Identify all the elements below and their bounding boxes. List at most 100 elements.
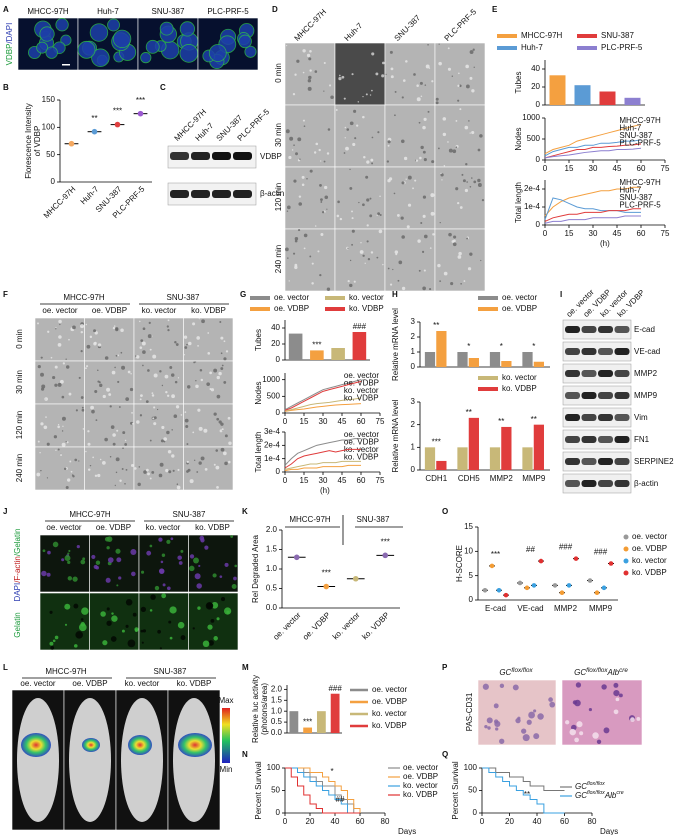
x-tick-label: 0 [283, 417, 288, 426]
legend-swatch [478, 387, 498, 391]
x-tick-label: oe. VDBP [301, 611, 332, 642]
series-label: MHCC-97H [619, 116, 661, 125]
micrograph-texture [197, 345, 199, 347]
series-line [544, 208, 641, 222]
micrograph-texture [189, 479, 194, 484]
micrograph-texture [288, 155, 292, 160]
series-line [284, 460, 361, 470]
micrograph-texture [347, 280, 350, 283]
label: SNU-387 [152, 7, 185, 16]
bar [468, 358, 479, 367]
micrograph-texture [136, 420, 140, 424]
micrograph-texture [362, 203, 365, 207]
micrograph-texture [142, 629, 147, 633]
micrograph-texture [362, 254, 365, 257]
micrograph-texture [61, 416, 66, 421]
label: FN1 [634, 435, 650, 444]
micrograph-texture [202, 640, 210, 648]
panel-letter: B [3, 83, 9, 92]
micrograph-texture [74, 458, 78, 462]
micrograph-texture [57, 448, 60, 451]
micrograph-texture [141, 641, 144, 644]
y-tick-label: 150 [42, 95, 56, 104]
y-tick-label: 0 [51, 177, 56, 186]
micrograph-texture [44, 397, 48, 401]
micrograph-texture [49, 641, 54, 646]
micrograph-texture [401, 286, 406, 291]
micrograph-texture [82, 428, 85, 430]
micrograph-texture [379, 213, 382, 216]
legend-label: ko. vector [403, 781, 438, 790]
micrograph-texture [481, 199, 485, 202]
micrograph-texture [55, 449, 57, 451]
dot [323, 583, 330, 590]
blot-band [581, 414, 597, 421]
micrograph-texture [62, 425, 64, 427]
micrograph-texture [89, 23, 109, 42]
micrograph-texture [601, 684, 607, 690]
significance: ** [91, 114, 97, 123]
micrograph-texture [364, 262, 366, 264]
legend-label: oe. vector [274, 293, 309, 302]
micrograph-texture [447, 67, 452, 71]
label-part: flox/flox [587, 790, 605, 796]
micrograph-texture [187, 468, 191, 472]
label: β-actin [634, 479, 658, 488]
micrograph-texture [579, 731, 584, 736]
micrograph-texture [416, 84, 419, 87]
micrograph-texture [302, 49, 306, 53]
micrograph-texture [323, 160, 326, 163]
micrograph-texture [336, 214, 340, 218]
micrograph-texture [208, 640, 214, 646]
y-axis-label: Relative mRNA level [391, 308, 400, 381]
micrograph-texture [80, 324, 85, 329]
micrograph-texture [145, 468, 149, 472]
micrograph-texture [230, 535, 234, 538]
legend-label: GCflox/floxAlbcre [575, 790, 624, 800]
micrograph-texture [131, 571, 136, 577]
micrograph-texture [438, 43, 440, 45]
micrograph-texture [177, 555, 182, 560]
micrograph-texture [159, 647, 162, 650]
micrograph-texture [189, 554, 195, 559]
micrograph [334, 104, 386, 168]
micrograph-texture [385, 73, 387, 76]
x-tick-label: 30 [589, 229, 598, 238]
label: Huh-7 [97, 7, 119, 16]
x-tick-label: 40 [331, 817, 340, 826]
x-tick-label: 30 [319, 476, 328, 485]
micrograph-texture [109, 405, 112, 408]
micrograph-texture [66, 441, 69, 444]
blot [562, 473, 632, 494]
blot [562, 451, 632, 472]
micrograph-texture [429, 247, 432, 249]
micrograph-texture [335, 109, 338, 111]
micrograph-texture [36, 41, 49, 54]
micrograph-texture [389, 283, 393, 286]
legend-swatch [478, 296, 498, 300]
micrograph-texture [486, 717, 493, 724]
micrograph-texture [167, 319, 170, 322]
x-tick-label: 60 [637, 229, 646, 238]
micrograph-texture [457, 201, 460, 205]
micrograph-texture [147, 472, 150, 476]
micrograph-texture [366, 224, 369, 227]
micrograph-texture [179, 44, 199, 63]
micrograph-texture [163, 437, 168, 441]
micrograph-texture [419, 156, 422, 160]
micrograph-texture [159, 370, 162, 373]
label: ko. vector [125, 679, 160, 688]
micrograph-texture [125, 397, 130, 401]
micrograph-texture [37, 365, 41, 369]
legend-label: SNU-387 [601, 31, 634, 40]
micrograph-texture [291, 149, 294, 151]
micrograph-texture [149, 348, 152, 351]
bar [549, 75, 566, 105]
blot-band [191, 152, 210, 160]
legend-label: oe. VDBP [403, 772, 438, 781]
micrograph-texture [161, 593, 167, 599]
micrograph-texture [204, 545, 209, 550]
micrograph-texture [46, 572, 51, 577]
micrograph-texture [323, 62, 326, 65]
micrograph-texture [576, 721, 583, 728]
